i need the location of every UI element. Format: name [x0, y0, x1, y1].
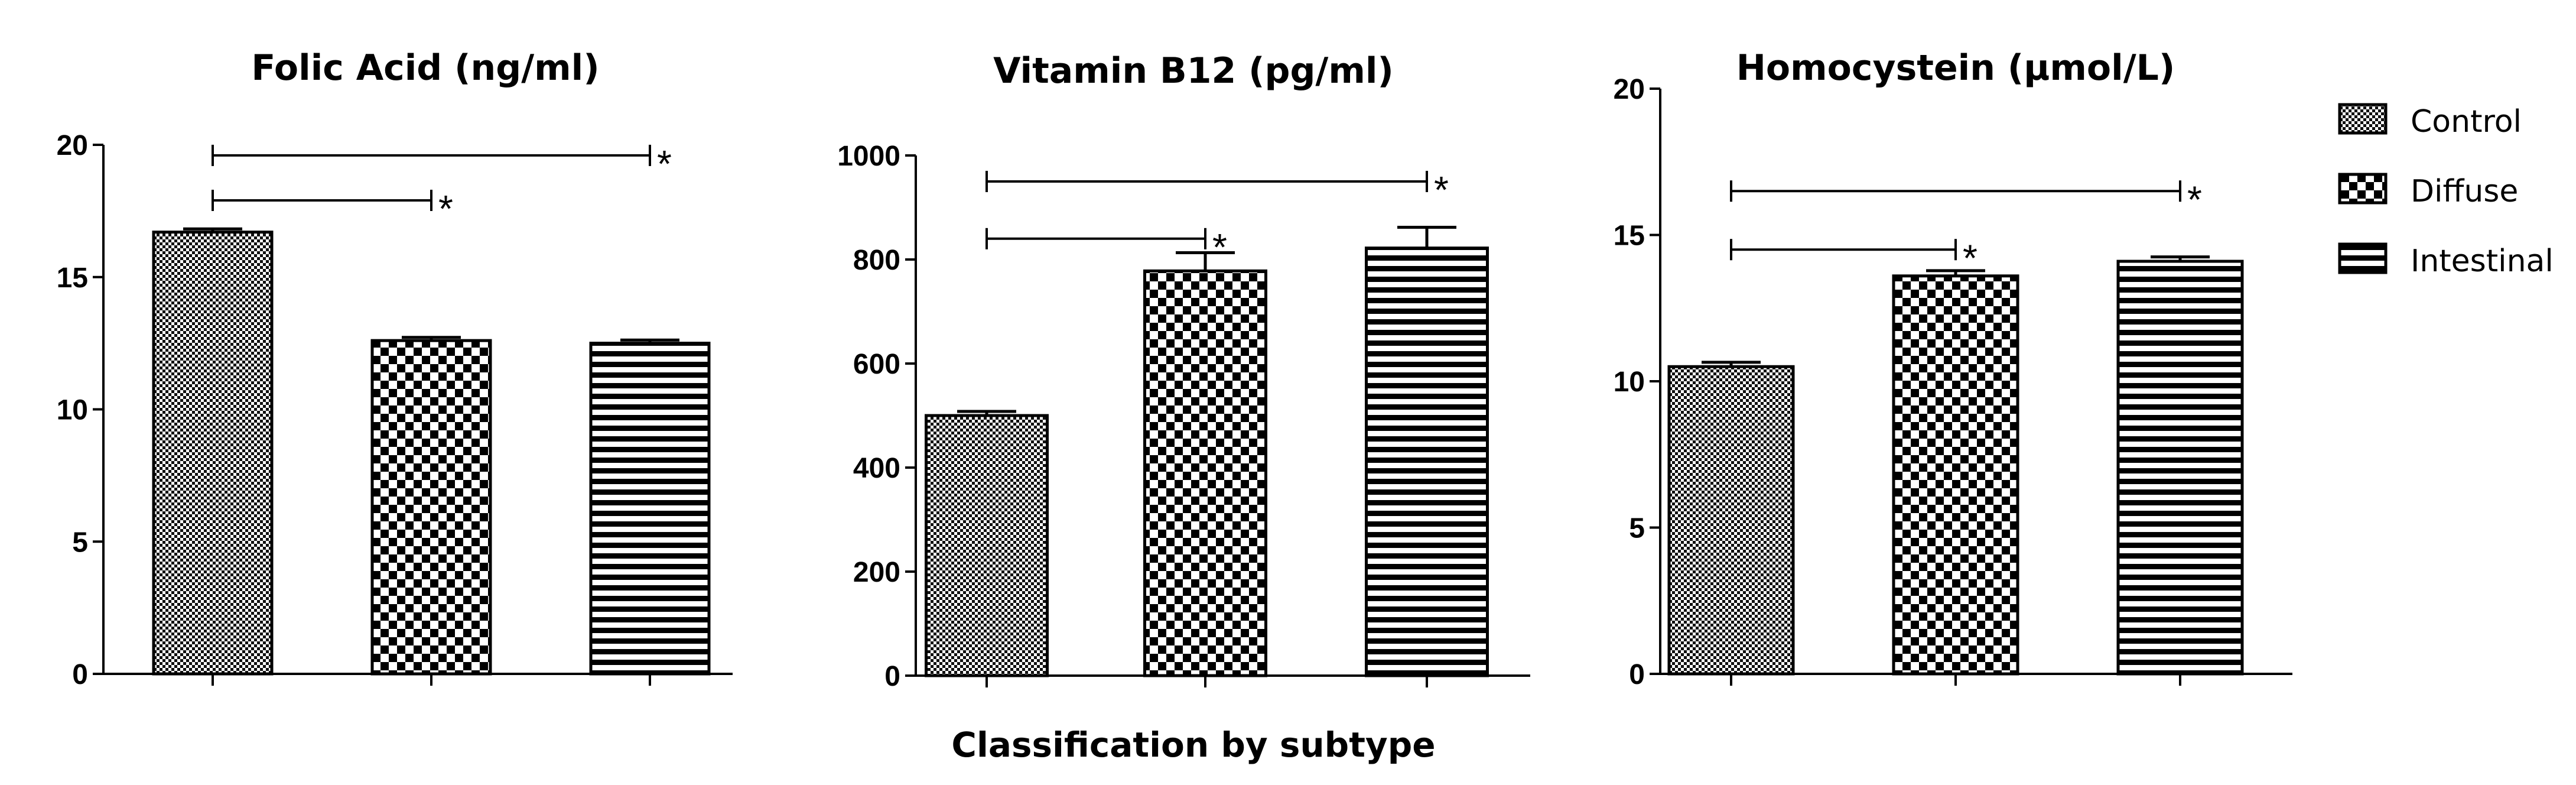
chart-homocystein: Homocystein (µmol/L) 0 5 10 15 20 * * — [1614, 47, 2292, 690]
chart-title: Homocystein (µmol/L) — [1736, 47, 2175, 89]
legend-item-diffuse: Diffuse — [2338, 173, 2518, 209]
y-tick-label: 400 — [853, 453, 900, 484]
y-tick-label: 10 — [1614, 366, 1645, 398]
significance-marker: * — [1212, 226, 1227, 268]
chart-vitamin-b12: Vitamin B12 (pg/ml) 0 200 400 600 800 1000 * * — [837, 50, 1530, 692]
significance-marker: * — [438, 187, 453, 230]
legend-label: Intestinal — [2411, 244, 2554, 279]
legend-swatch — [2338, 242, 2388, 274]
legend-swatch — [2338, 173, 2388, 205]
y-tick-label: 15 — [57, 262, 88, 294]
bar-control — [152, 231, 274, 676]
y-tick-label: 0 — [884, 661, 900, 692]
y-tick-label: 10 — [57, 395, 88, 426]
significance-bracket: * — [1730, 236, 1977, 279]
y-tick-label: 5 — [72, 527, 88, 558]
legend-item-control: Control — [2338, 103, 2522, 140]
bar-control — [1667, 365, 1795, 676]
legend-label: Diffuse — [2411, 174, 2518, 209]
y-tick-label: 800 — [853, 245, 900, 276]
chart-title: Vitamin B12 (pg/ml) — [993, 50, 1394, 92]
y-tick-label: 0 — [72, 659, 88, 690]
legend: Control Diffuse Intestinal — [2338, 103, 2554, 279]
y-tick-label: 600 — [853, 349, 900, 380]
chart-title: Folic Acid (ng/ml) — [251, 47, 599, 89]
y-tick-label: 1000 — [837, 141, 900, 172]
significance-bracket: * — [212, 187, 453, 230]
y-tick-label: 200 — [853, 557, 900, 588]
significance-bracket: * — [985, 226, 1227, 268]
x-axis-label: Classification by subtype — [951, 725, 1435, 765]
legend-item-intestinal: Intestinal — [2338, 242, 2554, 279]
y-tick-label: 5 — [1629, 513, 1645, 544]
bar-control — [925, 414, 1049, 677]
bar-intestinal — [2116, 259, 2244, 676]
significance-bracket: * — [1730, 178, 2202, 220]
significance-marker: * — [1434, 168, 1449, 211]
significance-bracket: * — [212, 142, 672, 185]
y-tick-label: 20 — [1614, 74, 1645, 105]
y-tick-label: 0 — [1629, 659, 1645, 690]
significance-marker: * — [2187, 178, 2202, 220]
bar-intestinal — [589, 342, 711, 676]
legend-label: Control — [2411, 104, 2522, 140]
bar-intestinal — [1365, 246, 1489, 677]
significance-marker: * — [657, 142, 672, 185]
significance-marker: * — [1963, 236, 1977, 279]
y-tick-label: 20 — [57, 130, 88, 161]
bar-diffuse — [370, 339, 492, 676]
chart-folic-acid: Folic Acid (ng/ml) 0 5 10 15 20 * * — [57, 47, 733, 690]
bar-diffuse — [1143, 269, 1267, 677]
y-tick-label: 15 — [1614, 220, 1645, 252]
bar-diffuse — [1892, 274, 2019, 676]
significance-bracket: * — [985, 168, 1449, 211]
legend-swatch — [2338, 103, 2388, 135]
